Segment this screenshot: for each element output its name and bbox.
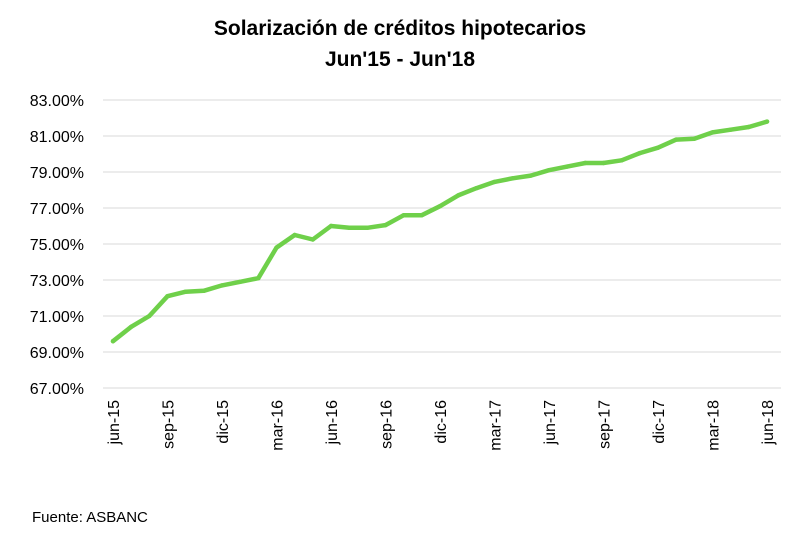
- x-axis-ticks: jun-15 sep-15 dic-15 mar-16 jun-16 sep-16 dic-…: [106, 400, 777, 451]
- data-point: [256, 276, 261, 281]
- data-point: [546, 168, 552, 173]
- y-tick-label: 69.00%: [30, 345, 84, 362]
- data-point: [219, 283, 225, 288]
- x-tick-label: dic-17: [651, 400, 668, 444]
- x-tick-label: dic-15: [215, 400, 232, 444]
- data-point: [637, 150, 643, 156]
- y-tick-label: 73.00%: [30, 273, 84, 290]
- data-point: [346, 225, 352, 230]
- x-tick-label: mar-18: [706, 400, 723, 451]
- data-point: [746, 124, 752, 130]
- data-point: [328, 223, 334, 229]
- data-point: [147, 313, 152, 319]
- data-point: [437, 204, 443, 209]
- y-tick-label: 75.00%: [30, 237, 84, 254]
- x-tick-label: jun-16: [324, 400, 341, 446]
- data-point: [601, 160, 606, 166]
- data-point: [128, 324, 134, 329]
- y-tick-label: 71.00%: [30, 309, 84, 326]
- chart-title: Solarización de créditos hipotecarios: [213, 17, 587, 40]
- y-axis-ticks: 67.00% 69.00% 71.00% 73.00% 75.00% 77.00% 79.0…: [30, 93, 84, 398]
- data-point: [655, 145, 661, 150]
- data-point: [728, 127, 733, 132]
- data-point: [310, 237, 316, 242]
- series-line: [110, 119, 770, 344]
- data-point: [165, 294, 170, 299]
- data-point: [274, 245, 279, 250]
- x-tick-label: sep-17: [597, 400, 614, 449]
- x-tick-label: jun-17: [542, 400, 559, 446]
- x-tick-label: mar-16: [270, 400, 287, 451]
- data-point: [764, 119, 770, 124]
- data-point: [710, 130, 715, 135]
- gridlines: [103, 99, 781, 389]
- series-group: [110, 119, 770, 344]
- data-point: [528, 173, 534, 178]
- data-point: [383, 222, 388, 228]
- source-note: Fuente: ASBANC: [32, 509, 148, 526]
- y-tick-label: 81.00%: [30, 129, 84, 146]
- data-point: [619, 158, 624, 163]
- data-point: [419, 213, 425, 218]
- x-tick-label: jun-18: [760, 400, 777, 446]
- data-point: [492, 179, 497, 185]
- y-tick-label: 67.00%: [30, 381, 84, 398]
- data-point: [201, 288, 207, 293]
- data-point: [237, 279, 243, 284]
- x-tick-label: sep-16: [379, 400, 396, 449]
- data-point: [510, 176, 515, 181]
- y-tick-label: 77.00%: [30, 201, 84, 218]
- data-point: [692, 136, 697, 141]
- data-point: [401, 213, 406, 218]
- x-tick-label: sep-15: [161, 400, 178, 449]
- data-point: [110, 339, 116, 344]
- data-point: [474, 186, 479, 191]
- data-point: [455, 193, 461, 198]
- data-point: [365, 225, 370, 230]
- data-point: [564, 164, 570, 169]
- x-tick-label: dic-16: [433, 400, 450, 444]
- x-tick-label: mar-17: [488, 400, 505, 451]
- data-point: [292, 232, 297, 238]
- x-tick-label: jun-15: [106, 400, 123, 446]
- chart-subtitle: Jun'15 - Jun'18: [324, 48, 476, 71]
- y-tick-label: 83.00%: [30, 93, 84, 110]
- data-point: [583, 160, 588, 166]
- data-point: [673, 137, 679, 142]
- data-point: [183, 289, 188, 294]
- y-tick-label: 79.00%: [30, 165, 84, 182]
